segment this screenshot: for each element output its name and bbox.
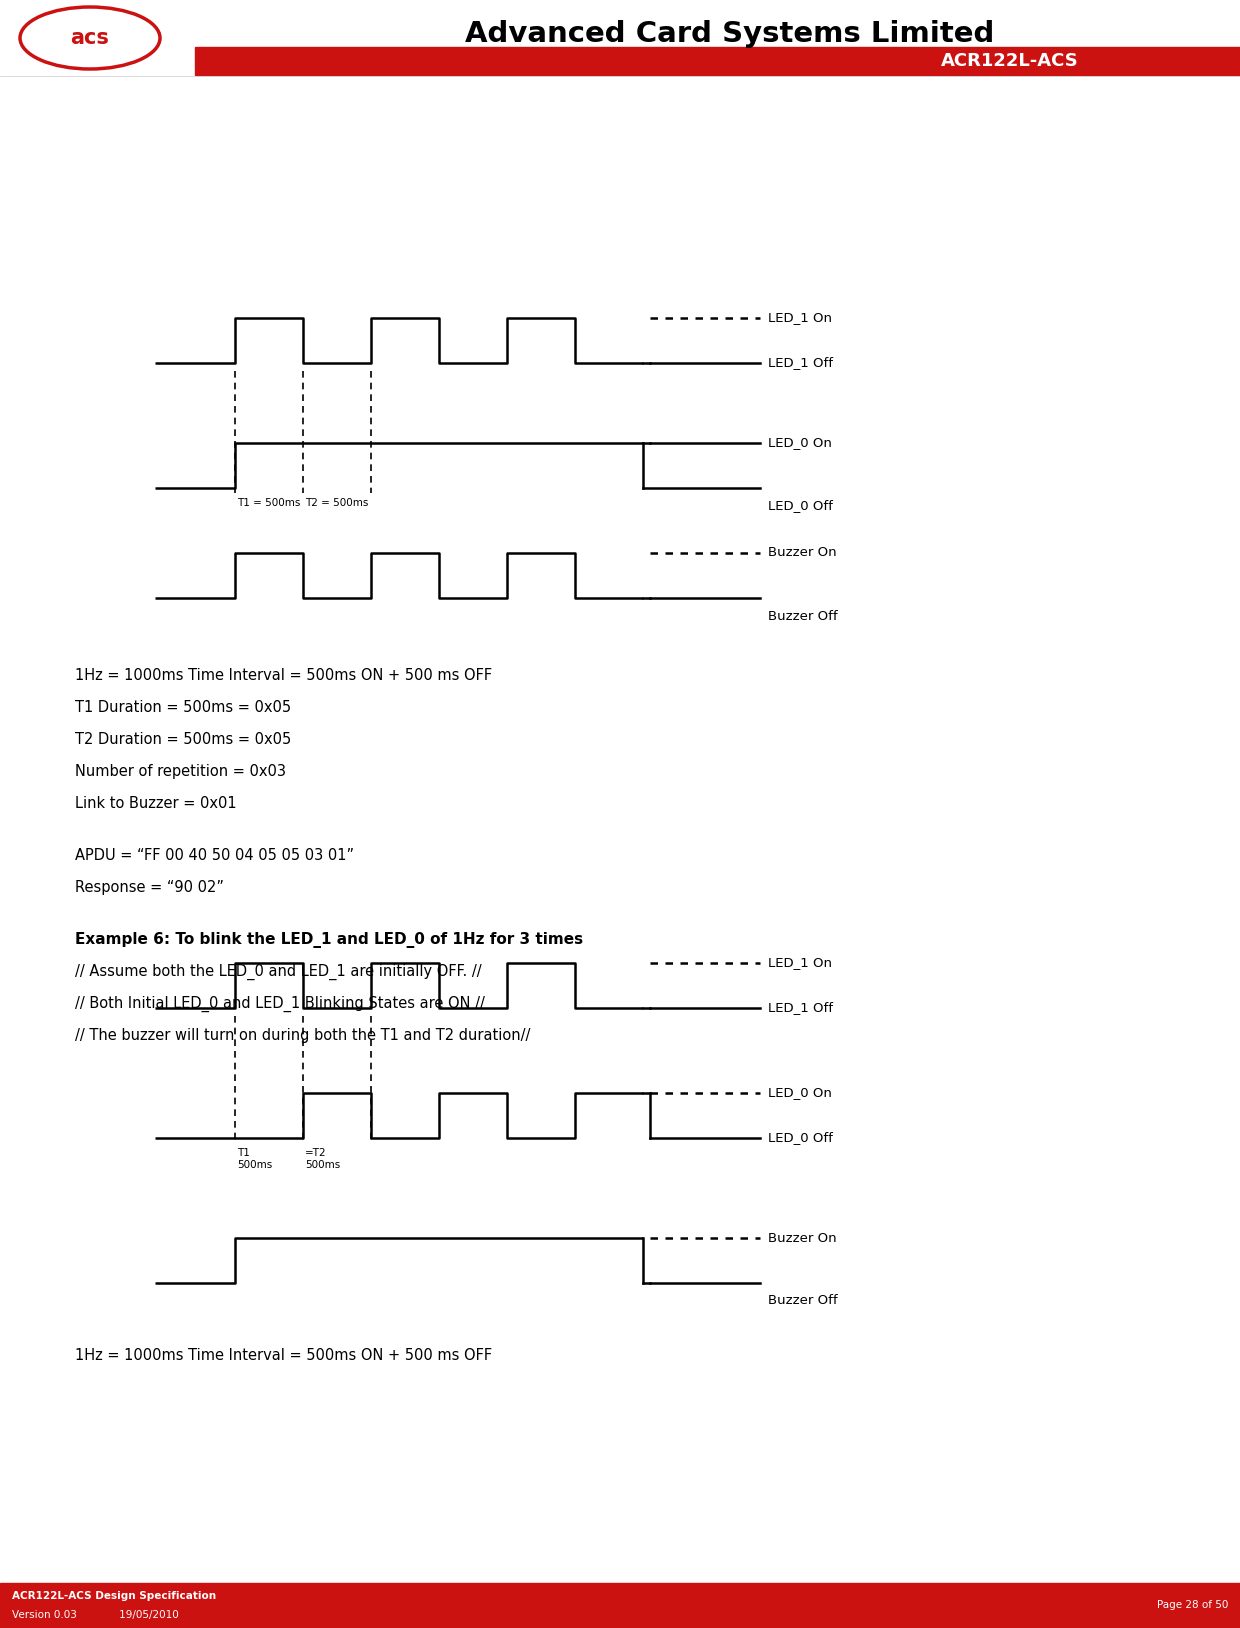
Text: T2 Duration = 500ms = 0x05: T2 Duration = 500ms = 0x05 <box>74 733 291 747</box>
Text: T1 = 500ms: T1 = 500ms <box>237 498 300 508</box>
Text: LED_0 Off: LED_0 Off <box>768 1131 833 1144</box>
Text: acs: acs <box>71 28 109 47</box>
Text: Response = “90 02”: Response = “90 02” <box>74 881 224 895</box>
Text: LED_1 On: LED_1 On <box>768 957 832 970</box>
Text: APDU = “FF 00 40 50 04 05 05 03 01”: APDU = “FF 00 40 50 04 05 05 03 01” <box>74 848 355 863</box>
Ellipse shape <box>20 7 160 68</box>
Text: // Assume both the LED_0 and LED_1 are initially OFF. //: // Assume both the LED_0 and LED_1 are i… <box>74 964 481 980</box>
Text: 1Hz = 1000ms Time Interval = 500ms ON + 500 ms OFF: 1Hz = 1000ms Time Interval = 500ms ON + … <box>74 667 492 684</box>
Text: T2 = 500ms: T2 = 500ms <box>305 498 368 508</box>
Text: =T2
500ms: =T2 500ms <box>305 1148 340 1169</box>
Text: Link to Buzzer = 0x01: Link to Buzzer = 0x01 <box>74 796 237 811</box>
Text: Buzzer On: Buzzer On <box>768 1231 837 1244</box>
Text: LED_1 On: LED_1 On <box>768 311 832 324</box>
Text: Buzzer Off: Buzzer Off <box>768 1294 838 1307</box>
Bar <box>0 1582 1240 1628</box>
Text: LED_1 Off: LED_1 Off <box>768 1001 833 1014</box>
Text: // The buzzer will turn on during both the T1 and T2 duration//: // The buzzer will turn on during both t… <box>74 1027 531 1044</box>
Text: ACR122L-ACS: ACR122L-ACS <box>941 52 1079 70</box>
Text: Buzzer Off: Buzzer Off <box>768 609 838 622</box>
Text: 1Hz = 1000ms Time Interval = 500ms ON + 500 ms OFF: 1Hz = 1000ms Time Interval = 500ms ON + … <box>74 1348 492 1363</box>
Text: Page 28 of 50: Page 28 of 50 <box>1157 1600 1228 1610</box>
Text: Example 6: To blink the LED_1 and LED_0 of 1Hz for 3 times: Example 6: To blink the LED_1 and LED_0 … <box>74 931 583 947</box>
Text: Advanced Card Systems Limited: Advanced Card Systems Limited <box>465 20 994 47</box>
Bar <box>0 0 1240 75</box>
Text: LED_1 Off: LED_1 Off <box>768 357 833 370</box>
Text: Version 0.03             19/05/2010: Version 0.03 19/05/2010 <box>12 1610 179 1620</box>
Text: Buzzer On: Buzzer On <box>768 547 837 560</box>
Text: ACR122L-ACS Design Specification: ACR122L-ACS Design Specification <box>12 1591 216 1600</box>
Text: LED_0 Off: LED_0 Off <box>768 500 833 513</box>
Text: LED_0 On: LED_0 On <box>768 436 832 449</box>
Text: LED_0 On: LED_0 On <box>768 1086 832 1099</box>
Text: T1
500ms: T1 500ms <box>237 1148 273 1169</box>
Text: T1 Duration = 500ms = 0x05: T1 Duration = 500ms = 0x05 <box>74 700 291 715</box>
Bar <box>195 47 1240 75</box>
Text: Number of repetition = 0x03: Number of repetition = 0x03 <box>74 764 286 780</box>
Text: // Both Initial LED_0 and LED_1 Blinking States are ON //: // Both Initial LED_0 and LED_1 Blinking… <box>74 996 485 1013</box>
